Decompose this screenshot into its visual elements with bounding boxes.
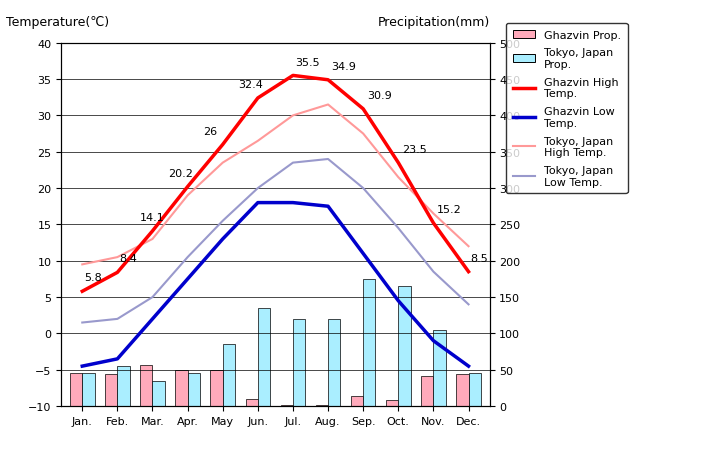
Ghazvin Low
Temp. [113,356,122,362]
Tokyo, Japan
High Temp. [78,262,86,268]
Tokyo, Japan
High Temp. [148,237,157,242]
Text: Temperature(℃): Temperature(℃) [6,16,109,29]
Bar [70,373,82,406]
Bar [246,399,258,406]
Text: 30.9: 30.9 [366,91,392,101]
Bar [222,345,235,406]
Tokyo, Japan
High Temp. [464,244,473,249]
Tokyo, Japan
Low Temp. [359,186,367,191]
Ghazvin High
Temp. [324,78,333,84]
Tokyo, Japan
Low Temp. [394,226,402,231]
Tokyo, Japan
High Temp. [289,113,297,119]
Text: 26: 26 [204,126,217,136]
Tokyo, Japan
High Temp. [218,161,227,166]
Line: Tokyo, Japan
Low Temp.: Tokyo, Japan Low Temp. [82,160,469,323]
Ghazvin High
Temp. [148,229,157,234]
Bar [140,366,153,406]
Ghazvin Low
Temp. [324,204,333,209]
Ghazvin Low
Temp. [148,316,157,322]
Bar [328,319,341,406]
Tokyo, Japan
Low Temp. [184,255,192,260]
Ghazvin Low
Temp. [78,364,86,369]
Text: Precipitation(mm): Precipitation(mm) [377,16,490,29]
Bar [117,366,130,406]
Tokyo, Japan
Low Temp. [324,157,333,162]
Line: Ghazvin High
Temp.: Ghazvin High Temp. [82,76,469,291]
Bar [456,374,469,406]
Legend: Ghazvin Prop., Tokyo, Japan
Prop., Ghazvin High
Temp., Ghazvin Low
Temp., Tokyo,: Ghazvin Prop., Tokyo, Japan Prop., Ghazv… [506,24,628,194]
Tokyo, Japan
High Temp. [253,139,262,144]
Bar [386,400,398,406]
Ghazvin High
Temp. [113,270,122,275]
Bar [188,374,200,406]
Bar [433,330,446,406]
Bar [176,370,188,406]
Bar [210,370,222,406]
Bar [351,396,363,406]
Tokyo, Japan
Low Temp. [78,320,86,325]
Tokyo, Japan
Low Temp. [429,269,438,275]
Text: 32.4: 32.4 [238,80,264,90]
Tokyo, Japan
Low Temp. [253,186,262,191]
Bar [421,376,433,406]
Bar [469,374,481,406]
Ghazvin Low
Temp. [184,276,192,282]
Ghazvin High
Temp. [218,142,227,148]
Text: 23.5: 23.5 [402,145,426,154]
Bar [363,279,375,406]
Bar [316,405,328,406]
Ghazvin Low
Temp. [359,251,367,257]
Tokyo, Japan
High Temp. [184,193,192,199]
Tokyo, Japan
High Temp. [429,211,438,217]
Tokyo, Japan
Low Temp. [289,161,297,166]
Tokyo, Japan
High Temp. [324,102,333,108]
Text: 14.1: 14.1 [140,213,165,223]
Ghazvin Low
Temp. [218,237,227,242]
Text: 35.5: 35.5 [294,57,320,67]
Line: Ghazvin Low
Temp.: Ghazvin Low Temp. [82,203,469,366]
Tokyo, Japan
Low Temp. [464,302,473,308]
Text: 15.2: 15.2 [437,205,462,214]
Bar [153,381,165,406]
Text: 20.2: 20.2 [168,168,193,178]
Tokyo, Japan
Low Temp. [148,295,157,300]
Ghazvin Low
Temp. [429,338,438,344]
Ghazvin High
Temp. [429,221,438,226]
Ghazvin High
Temp. [359,107,367,112]
Ghazvin Low
Temp. [464,364,473,369]
Ghazvin Low
Temp. [394,298,402,304]
Tokyo, Japan
High Temp. [113,255,122,260]
Bar [82,374,94,406]
Ghazvin High
Temp. [289,73,297,79]
Ghazvin High
Temp. [394,161,402,166]
Text: 8.4: 8.4 [119,254,137,264]
Ghazvin High
Temp. [78,289,86,294]
Ghazvin Low
Temp. [253,201,262,206]
Text: 34.9: 34.9 [332,62,356,72]
Line: Tokyo, Japan
High Temp.: Tokyo, Japan High Temp. [82,105,469,265]
Tokyo, Japan
Low Temp. [218,218,227,224]
Bar [105,374,117,406]
Ghazvin High
Temp. [184,185,192,190]
Tokyo, Japan
Low Temp. [113,316,122,322]
Bar [258,308,270,406]
Bar [281,405,293,406]
Bar [398,286,410,406]
Text: 5.8: 5.8 [84,273,102,283]
Ghazvin Low
Temp. [289,201,297,206]
Ghazvin High
Temp. [464,269,473,275]
Tokyo, Japan
High Temp. [359,131,367,137]
Tokyo, Japan
High Temp. [394,175,402,180]
Ghazvin High
Temp. [253,96,262,101]
Text: 8.5: 8.5 [470,253,488,263]
Bar [293,319,305,406]
